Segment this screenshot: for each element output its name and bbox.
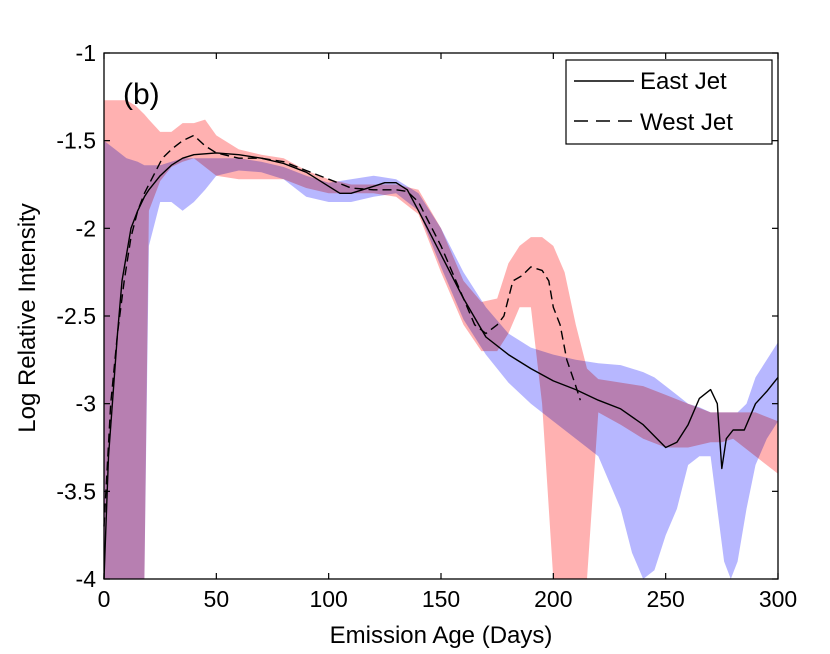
x-tick-label: 50: [204, 586, 230, 612]
axis-ticks: [103, 52, 779, 580]
y-tick-label: -3.5: [56, 478, 96, 504]
y-axis-title: Log Relative Intensity: [14, 203, 41, 432]
x-tick-labels: 0 50 100 150 200 250 300: [98, 586, 798, 612]
y-tick-label: -3: [76, 391, 96, 417]
x-tick-label: 150: [422, 586, 460, 612]
legend-east-label: East Jet: [640, 68, 727, 95]
y-tick-label: -2.5: [56, 303, 96, 329]
uncertainty-bands: [104, 100, 778, 580]
y-tick-label: -2: [76, 215, 96, 241]
east-jet-line: [103, 152, 779, 580]
legend-box: [565, 59, 773, 145]
x-tick-label: 100: [309, 586, 347, 612]
east-jet-band: [104, 140, 778, 579]
x-tick-label: 300: [759, 586, 797, 612]
west-jet-line: [103, 134, 581, 527]
west-jet-band: [104, 100, 778, 580]
series-lines: [103, 134, 779, 580]
y-tick-labels: -4 -3.5 -3 -2.5 -2 -1.5 -1: [56, 40, 96, 592]
y-tick-label: -4: [76, 566, 97, 592]
panel-label: (b): [123, 78, 160, 111]
x-tick-label: 200: [534, 586, 572, 612]
legend: East Jet West Jet: [565, 59, 773, 145]
y-tick-label: -1: [76, 40, 96, 66]
x-axis-title: Emission Age (Days): [330, 622, 553, 649]
x-tick-label: 250: [646, 586, 684, 612]
y-tick-label: -1.5: [56, 128, 96, 154]
legend-west-label: West Jet: [640, 109, 733, 136]
x-tick-label: 0: [98, 586, 111, 612]
